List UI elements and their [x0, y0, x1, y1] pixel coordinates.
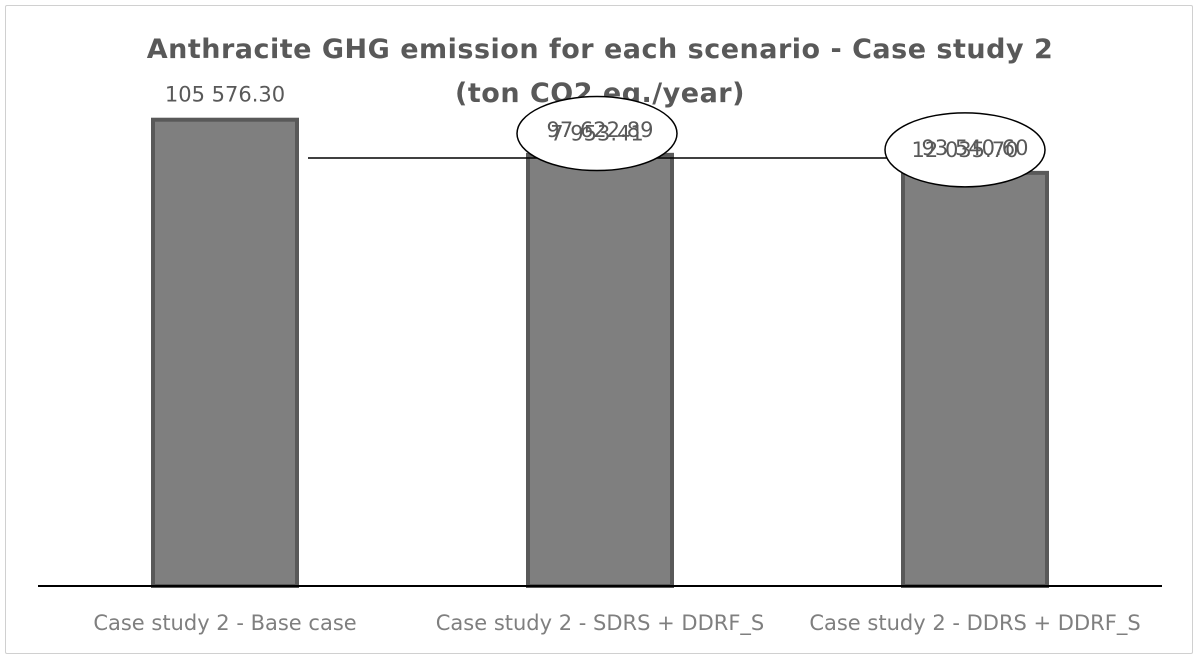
category-label-3: Case study 2 - DDRS + DDRF_S	[809, 611, 1140, 636]
chart-title: Anthracite GHG emission for each scenari…	[0, 28, 1200, 116]
bars-layer	[151, 117, 1049, 589]
bar-1	[151, 117, 299, 588]
bar-value-label-2: 97 622.89	[547, 118, 654, 142]
difference-bubble-2	[884, 112, 1046, 188]
chart-title-line1: Anthracite GHG emission for each scenari…	[146, 34, 1054, 65]
bar-3	[901, 170, 1049, 589]
category-label-1: Case study 2 - Base case	[93, 611, 356, 635]
bar-2	[526, 152, 674, 588]
difference-label-1: 7 953.41	[550, 122, 644, 146]
category-label-2: Case study 2 - SDRS + DDRF_S	[436, 611, 764, 636]
difference-label-2: 12 035.70	[912, 138, 1019, 162]
connectors-layer	[308, 95, 1046, 188]
bar-value-label-1: 105 576.30	[165, 83, 285, 107]
difference-bubble-1	[516, 95, 678, 172]
labels-layer: 105 576.30 Case study 2 - Base case 97 622…	[93, 83, 1140, 636]
bar-value-label-3: 93 540.60	[922, 136, 1029, 160]
